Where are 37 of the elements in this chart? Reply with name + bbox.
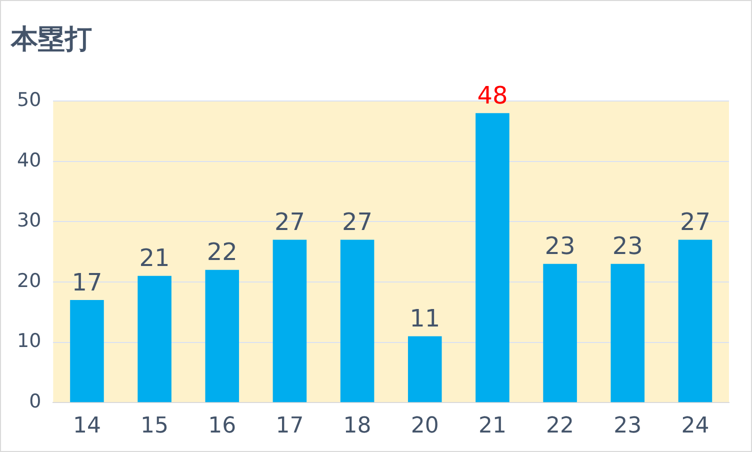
bar — [543, 264, 577, 402]
data-label: 23 — [612, 232, 643, 260]
chart-title: 本塁打 — [11, 23, 92, 57]
data-label: 23 — [544, 232, 576, 260]
data-label: 17 — [72, 268, 102, 296]
x-tick-label: 15 — [140, 414, 169, 439]
x-tick-label: 16 — [208, 414, 236, 439]
x-tick-label: 24 — [681, 414, 710, 439]
y-tick-label: 50 — [16, 88, 42, 111]
bar — [678, 240, 712, 402]
x-tick-label: 18 — [343, 414, 372, 439]
bar — [340, 240, 374, 402]
data-label: 21 — [139, 244, 170, 272]
bar — [70, 300, 104, 402]
x-tick-label: 17 — [276, 414, 304, 439]
y-tick-label: 20 — [16, 270, 42, 292]
bar — [610, 264, 645, 402]
x-tick-label: 23 — [614, 414, 642, 439]
y-tick-label: 40 — [16, 149, 42, 172]
bar — [138, 276, 172, 402]
data-label: 22 — [206, 238, 238, 266]
x-tick-label: 14 — [72, 414, 101, 439]
x-tick-label: 20 — [410, 414, 439, 439]
bar — [272, 240, 307, 402]
bar — [476, 113, 510, 402]
data-label: 27 — [342, 208, 373, 236]
x-tick-label: 21 — [478, 414, 506, 439]
bar — [205, 270, 240, 402]
data-label: 11 — [410, 304, 440, 332]
y-tick-label: 0 — [29, 390, 42, 413]
y-tick-label: 30 — [16, 210, 42, 232]
x-tick-label: 22 — [546, 414, 574, 439]
y-tick-label: 10 — [16, 330, 42, 352]
data-label: 27 — [680, 208, 710, 236]
annotation: 48 — [477, 81, 508, 110]
bar — [408, 336, 442, 402]
data-label: 27 — [274, 208, 305, 236]
